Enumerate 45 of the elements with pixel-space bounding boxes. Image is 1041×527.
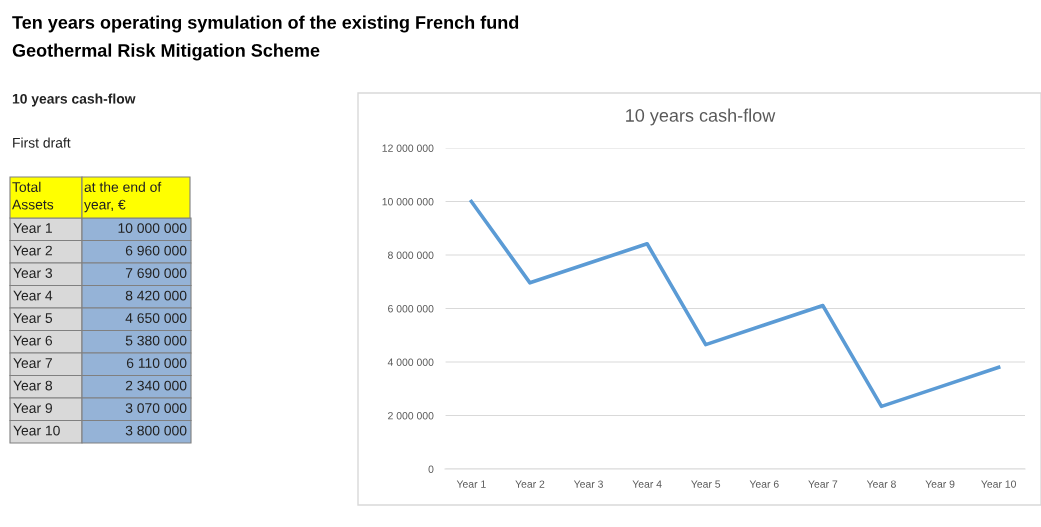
text: 7 690 000 — [125, 268, 187, 278]
text: 4 650 000 — [125, 313, 187, 323]
y-tick-label: 6 000 000 — [388, 305, 434, 313]
text: Year 5 — [13, 313, 53, 323]
text: Year 2 — [13, 245, 52, 256]
x-tick-label: Year 5 — [691, 480, 721, 488]
text: 3 800 000 — [125, 425, 187, 436]
x-tick-label: Year 2 — [515, 480, 545, 488]
x-tick-label: Year 10 — [981, 480, 1016, 488]
text: 5 380 000 — [125, 335, 187, 346]
text: Total Assets — [12, 181, 54, 210]
line-series — [469, 199, 1001, 409]
text: Year 7 — [13, 358, 52, 368]
text: Year 10 — [13, 425, 60, 436]
text: at the end of year, € — [84, 181, 162, 213]
text: 6 960 000 — [125, 245, 187, 256]
text: 10 years cash-flow — [12, 93, 136, 107]
text: Year 6 — [13, 335, 53, 346]
x-tick-label: Year 1 — [456, 480, 486, 488]
x-tick-label: Year 9 — [925, 480, 955, 488]
text: First draft — [13, 137, 71, 148]
text: 3 070 000 — [125, 403, 187, 413]
text: 2 340 000 — [125, 380, 187, 391]
text: 6 110 000 — [126, 358, 187, 368]
y-tick-label: 4 000 000 — [387, 358, 434, 366]
text: Year 1 — [13, 223, 52, 233]
x-tick-label: Year 8 — [866, 480, 896, 488]
text: Year 3 — [13, 268, 53, 278]
y-tick-label: 12 000 000 — [382, 144, 434, 152]
y-tick-label: 8 000 000 — [388, 251, 434, 259]
text: Geothermal Risk Mitigation Scheme — [12, 43, 320, 61]
x-tick-label: Year 4 — [632, 480, 662, 488]
y-tick-label: 10 000 000 — [382, 198, 434, 206]
x-tick-label: Year 6 — [749, 480, 779, 488]
text: Year 4 — [13, 290, 53, 301]
text: Year 8 — [13, 380, 53, 391]
y-tick-label: 2 000 000 — [388, 412, 434, 420]
text: Ten years operating symulation of the existing French fund — [12, 15, 519, 33]
chart-title: 10 years cash-flow — [626, 108, 776, 126]
y-tick-label: 0 — [428, 465, 434, 473]
text: 10 000 000 — [118, 223, 187, 233]
text: 8 420 000 — [125, 290, 187, 301]
x-tick-label: Year 3 — [573, 480, 603, 488]
text: Year 9 — [13, 403, 52, 413]
x-tick-label: Year 7 — [808, 480, 838, 488]
